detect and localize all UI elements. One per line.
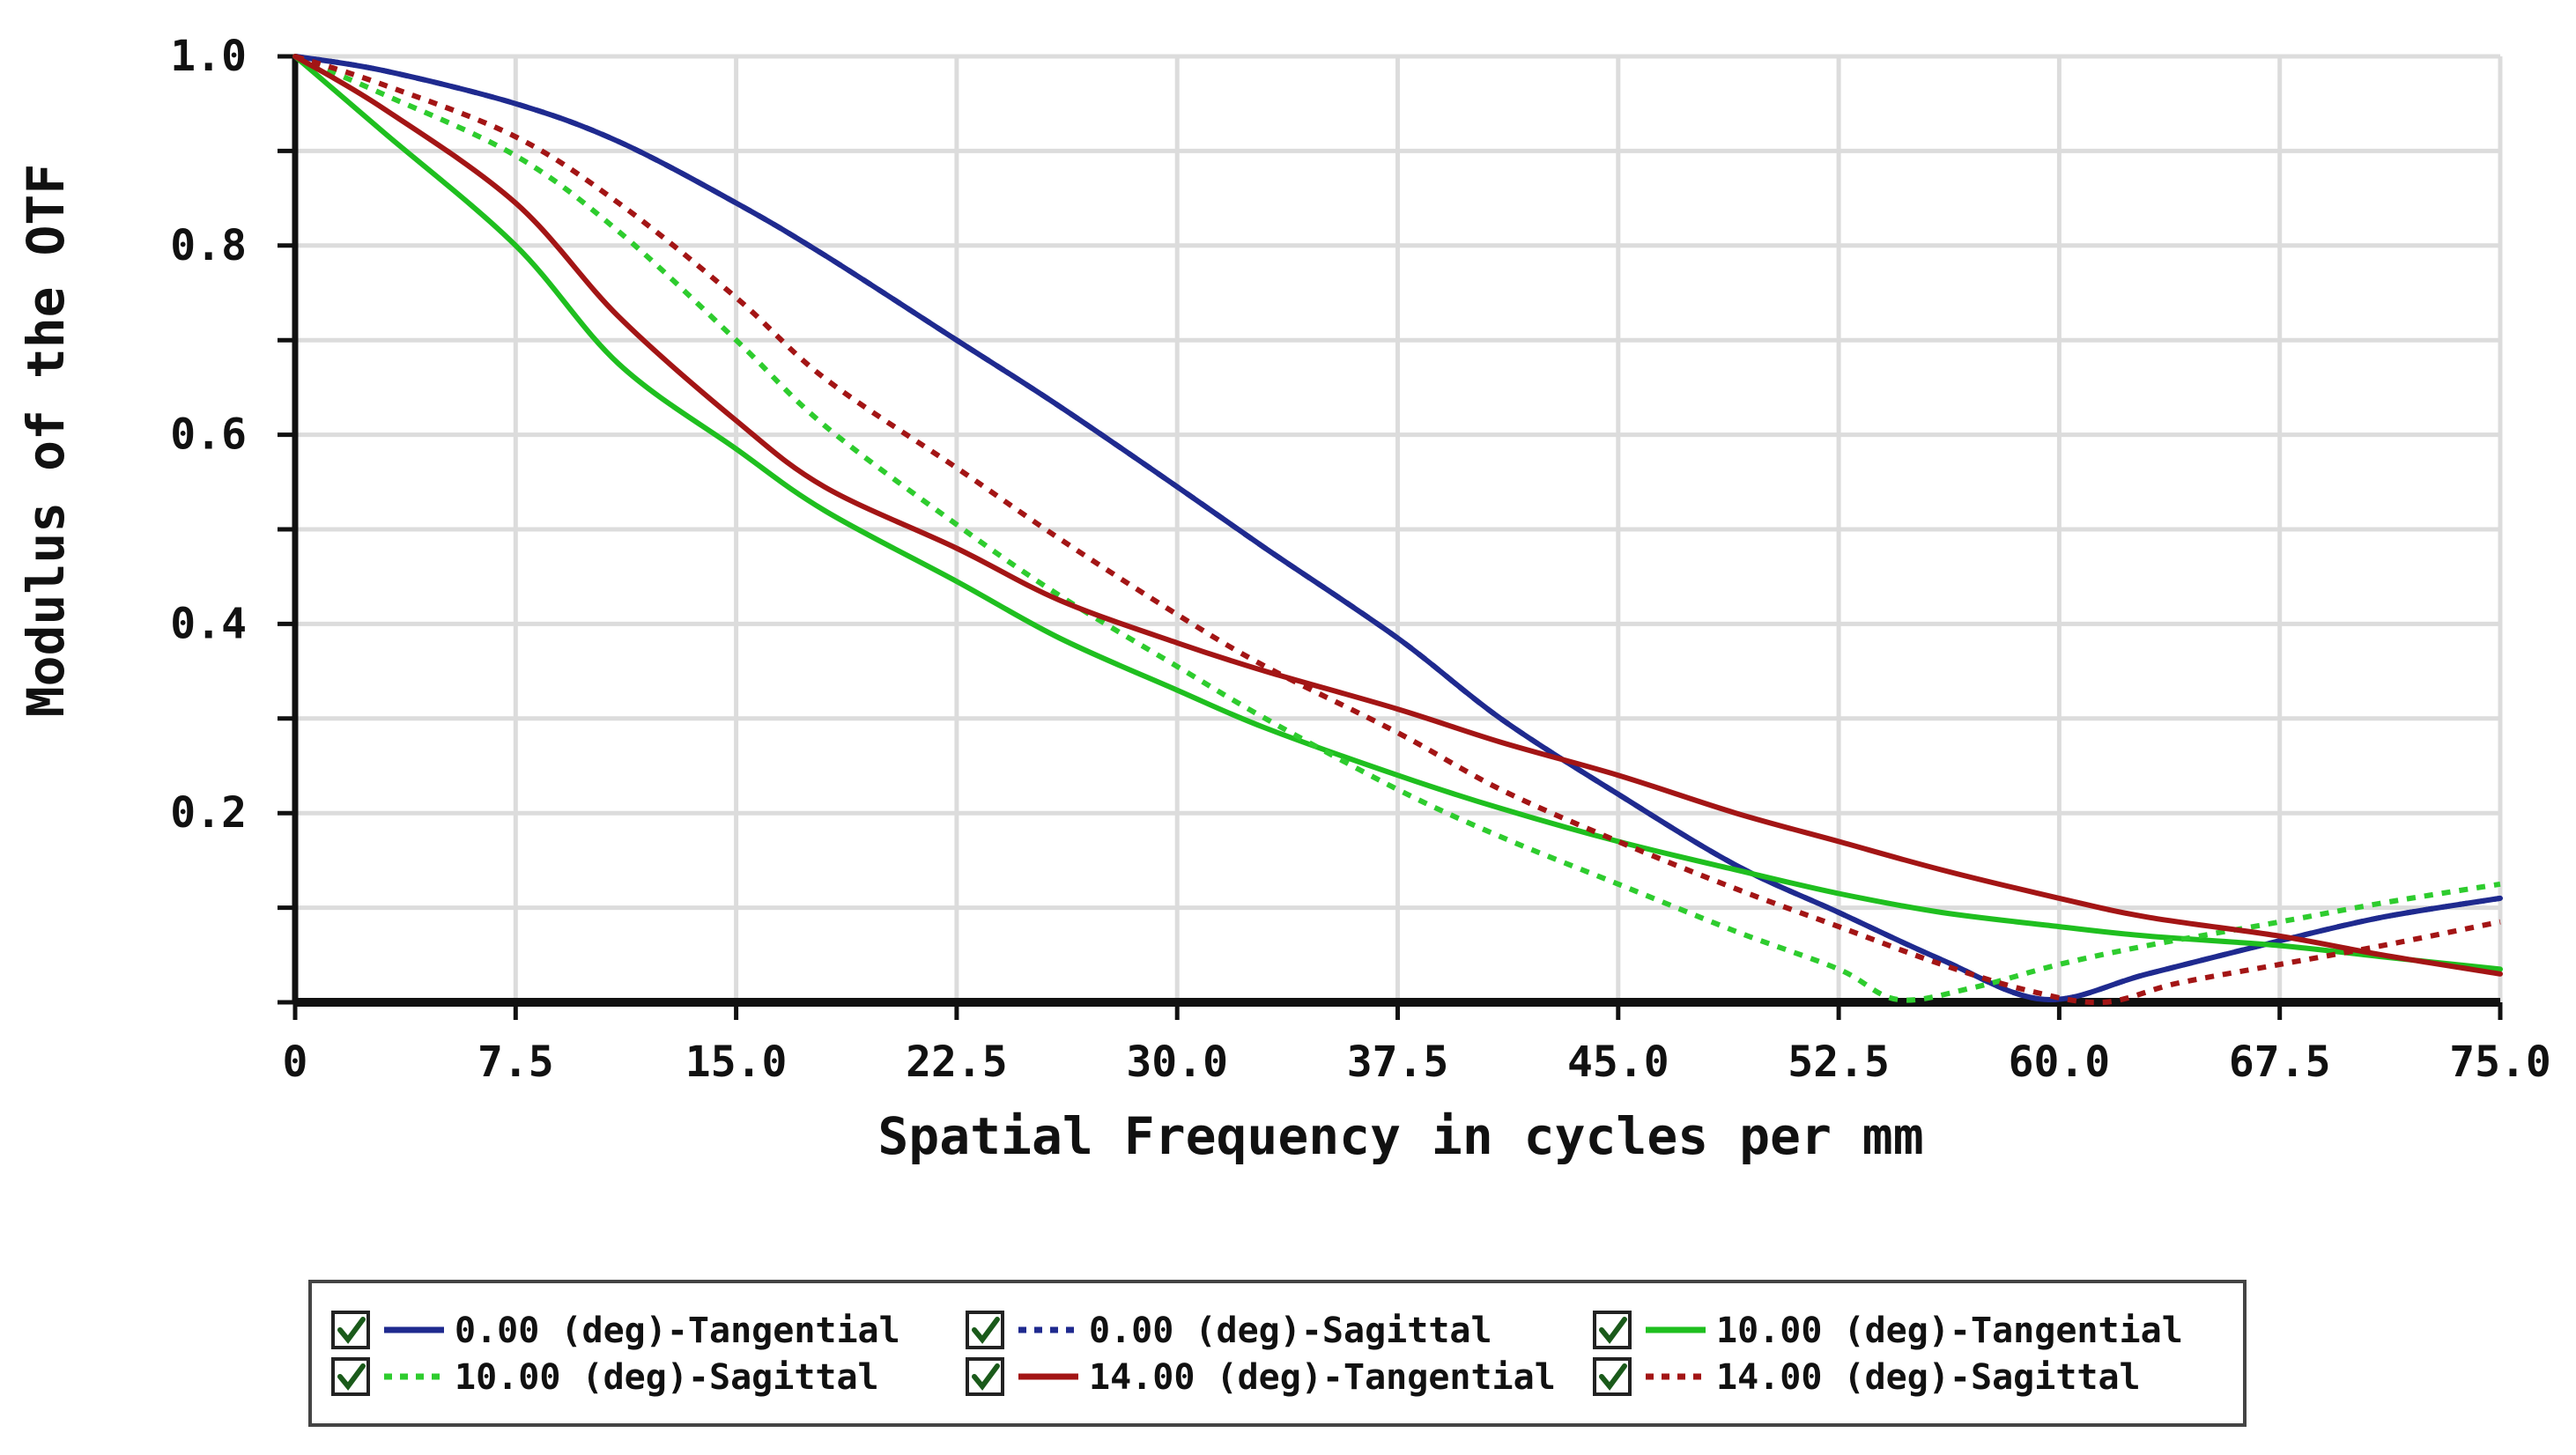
legend-item[interactable]: 14.00 (deg)-Sagittal xyxy=(1593,1357,2141,1398)
legend-label: 10.00 (deg)-Sagittal xyxy=(455,1357,879,1398)
legend-item[interactable]: 0.00 (deg)-Sagittal xyxy=(966,1311,1492,1351)
legend-item[interactable]: 10.00 (deg)-Sagittal xyxy=(331,1357,879,1398)
check-icon xyxy=(337,1317,366,1344)
series-line-0-00-deg-sagittal xyxy=(294,54,2501,1003)
legend-item[interactable]: 10.00 (deg)-Tangential xyxy=(1593,1311,2183,1351)
x-tick-label: 75.0 xyxy=(2449,1038,2551,1087)
check-icon xyxy=(1599,1363,1627,1391)
x-tick-label: 30.0 xyxy=(1126,1038,1228,1087)
series-line-14-00-deg-sagittal xyxy=(294,54,2501,1006)
y-tick-label: 1.0 xyxy=(170,32,247,81)
x-tick-label: 52.5 xyxy=(1788,1038,1890,1087)
x-axis-title: Spatial Frequency in cycles per mm xyxy=(877,1106,1923,1166)
series-line-10-00-deg-sagittal xyxy=(293,54,2501,1003)
x-tick-label: 0 xyxy=(283,1038,308,1087)
y-tick-labels: 0.2 0.4 0.6 0.8 1.0 xyxy=(170,32,247,838)
check-icon xyxy=(1599,1317,1627,1344)
series-line-14-00-deg-tangential xyxy=(292,54,2503,977)
grid xyxy=(295,54,2503,1002)
legend-label: 10.00 (deg)-Tangential xyxy=(1716,1311,2183,1351)
y-axis-title: Modulus of the OTF xyxy=(16,164,76,718)
y-tick-label: 0.4 xyxy=(170,599,247,648)
check-icon xyxy=(972,1317,1000,1344)
y-tick-label: 0.6 xyxy=(170,410,247,460)
x-tick-label: 67.5 xyxy=(2229,1038,2331,1087)
x-tick-label: 45.0 xyxy=(1567,1038,1669,1087)
legend-item[interactable]: 0.00 (deg)-Tangential xyxy=(331,1311,900,1351)
x-tick-label: 60.0 xyxy=(2009,1038,2111,1087)
y-tick-label: 0.2 xyxy=(170,788,247,838)
x-tick-label: 7.5 xyxy=(477,1038,554,1087)
axes xyxy=(278,54,2503,1020)
legend-item[interactable]: 14.00 (deg)-Tangential xyxy=(966,1357,1556,1398)
legend-label: 14.00 (deg)-Sagittal xyxy=(1716,1357,2141,1398)
legend: 0.00 (deg)-Tangential 0.00 (deg)-Sagittal… xyxy=(308,1280,2247,1427)
series-line-10-00-deg-tangential xyxy=(292,54,2503,972)
legend-label: 0.00 (deg)-Sagittal xyxy=(1089,1311,1492,1351)
check-icon xyxy=(972,1363,1000,1391)
legend-box xyxy=(308,1280,2247,1427)
y-tick-label: 0.8 xyxy=(170,221,247,270)
x-tick-label: 22.5 xyxy=(906,1038,1008,1087)
x-tick-label: 37.5 xyxy=(1347,1038,1449,1087)
legend-label: 0.00 (deg)-Tangential xyxy=(455,1311,900,1351)
x-tick-labels: 0 7.5 15.0 22.5 30.0 37.5 45.0 52.5 60.0 67.5 75.0 xyxy=(283,1038,2551,1087)
legend-label: 14.00 (deg)-Tangential xyxy=(1089,1357,1556,1398)
series-lines xyxy=(292,54,2503,1006)
check-icon xyxy=(337,1363,366,1391)
x-tick-label: 15.0 xyxy=(685,1038,788,1087)
